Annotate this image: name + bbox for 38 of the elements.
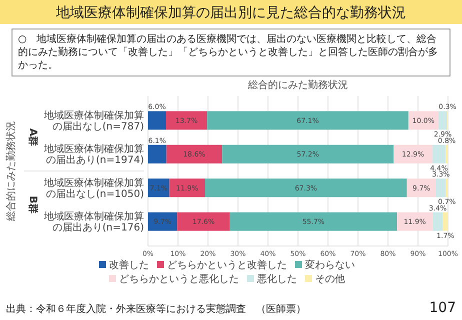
bar bbox=[438, 111, 448, 130]
bar bbox=[148, 178, 170, 198]
bar bbox=[207, 111, 408, 130]
y-tick-label: 地域医療体制確保加算の届出あり(n=1974) bbox=[43, 143, 144, 166]
text: 総合的にみた勤務状況 bbox=[247, 79, 348, 91]
bar bbox=[406, 178, 436, 198]
chart-title: 地域医療体制確保加算の届出別に見た総合的な勤務状況 bbox=[55, 5, 406, 21]
bar bbox=[222, 144, 394, 164]
legend-label: 悪化した bbox=[256, 273, 297, 285]
source-note: 出典：令和６年度入院・外来医療等における実態調査 （医師票） bbox=[6, 303, 306, 315]
bar bbox=[148, 144, 166, 164]
bar bbox=[148, 212, 178, 231]
bar bbox=[169, 178, 205, 198]
legend-label: その他 bbox=[315, 273, 345, 285]
bar bbox=[230, 212, 397, 231]
legend-label: 改善した bbox=[109, 259, 149, 271]
bar bbox=[397, 212, 433, 231]
bar bbox=[166, 144, 222, 164]
bar bbox=[432, 212, 443, 231]
legend-label: 変わらない bbox=[305, 259, 355, 271]
bar bbox=[148, 111, 166, 130]
text: 107 bbox=[429, 300, 456, 316]
y-tick-label: 地域医療体制確保加算の届出あり(n=176) bbox=[43, 210, 144, 234]
y-tick-label: 地域医療体制確保加算の届出なし(n=1050) bbox=[43, 176, 144, 200]
bar bbox=[432, 144, 446, 164]
y-axis-title: 総合的にみた勤務状況 bbox=[5, 121, 17, 222]
bar bbox=[394, 144, 432, 164]
text: B群 bbox=[27, 196, 39, 214]
legend-label: どちらかというと改善した bbox=[167, 259, 287, 271]
bar bbox=[177, 212, 230, 231]
bar bbox=[442, 212, 448, 231]
bar bbox=[205, 178, 407, 198]
legend-label: どちらかというと悪化した bbox=[119, 273, 239, 285]
y-tick-label: 地域医療体制確保加算の届出なし(n=787) bbox=[43, 109, 144, 132]
bar bbox=[436, 178, 446, 198]
chart-subtitle: ○ 地域医療体制確保加算の届出のある医療機関では、届出のない医療機関と比較して、総合的にみた勤務について「改善した」「どちらかというと改善した」と回答した医師の割合が多かった。 bbox=[18, 33, 438, 71]
bar bbox=[166, 111, 208, 130]
text: A群 bbox=[27, 128, 39, 146]
